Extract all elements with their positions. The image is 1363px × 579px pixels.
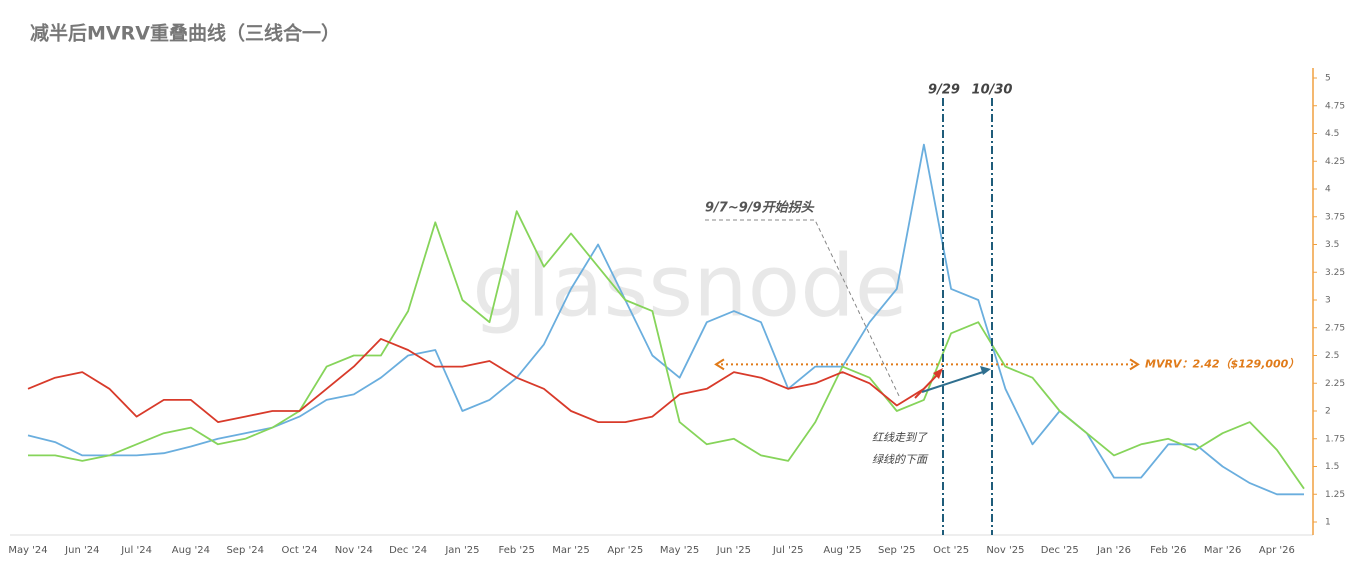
x-tick-label: Aug '25 <box>823 545 861 556</box>
x-tick-label: Sep '25 <box>878 545 916 556</box>
y-tick-label: 4.75 <box>1325 101 1345 111</box>
x-tick-label: Apr '25 <box>607 545 643 556</box>
y-tick-label: 2.75 <box>1325 323 1345 333</box>
x-tick-label: Jul '25 <box>772 545 804 556</box>
x-tick-label: Jul '24 <box>120 545 152 556</box>
x-tick-label: Feb '25 <box>499 545 535 556</box>
chart-title: 减半后MVRV重叠曲线（三线合一） <box>30 22 340 45</box>
arrow <box>914 371 941 399</box>
y-tick-label: 2.5 <box>1325 351 1339 361</box>
annotations: 9/29 10/30 9/7~9/9开始拐头 红线走到了 绿线的下面 <box>705 83 1013 535</box>
y-tick-label: 3.5 <box>1325 240 1339 250</box>
note: 绿线的下面 <box>872 453 929 466</box>
x-tick-label: Nov '25 <box>986 545 1024 556</box>
x-tick-label: Mar '25 <box>552 545 590 556</box>
watermark: glassnode <box>472 236 907 336</box>
y-tick-label: 4 <box>1325 185 1331 195</box>
arrowhead <box>933 368 943 379</box>
y-tick-label: 3.25 <box>1325 268 1345 278</box>
x-tick-label: Dec '25 <box>1041 545 1079 556</box>
series-line <box>28 210 1305 490</box>
arrow <box>921 370 987 393</box>
leader <box>705 219 901 399</box>
y-tick-label: 2.25 <box>1325 379 1345 389</box>
x-tick-label: Jan '25 <box>444 545 479 556</box>
x-tick-label: Oct '25 <box>933 545 969 556</box>
note: 9/7~9/9开始拐头 <box>705 200 815 216</box>
x-tick-label: May '25 <box>660 545 699 556</box>
x-tick-label: Feb '26 <box>1150 545 1186 556</box>
x-tick-label: Sep '24 <box>226 545 264 556</box>
y-tick-label: 4.5 <box>1325 129 1339 139</box>
x-tick-label: Jun '24 <box>64 545 99 556</box>
y-tick-label: 2 <box>1325 407 1331 417</box>
y-tick-label: 1.5 <box>1325 462 1339 472</box>
x-tick-label: Nov '24 <box>335 545 373 556</box>
x-tick-label: Apr '26 <box>1259 545 1295 556</box>
x-tick-label: Jan '26 <box>1096 545 1131 556</box>
ref-arrow <box>714 358 725 371</box>
y-tick-label: 3.75 <box>1325 212 1345 222</box>
note: 红线走到了 <box>872 431 928 444</box>
x-tick-label: Mar '26 <box>1204 545 1242 556</box>
x-tick-label: Oct '24 <box>282 545 318 556</box>
date-label: 9/29 <box>928 83 960 98</box>
y-tick-label: 1.75 <box>1325 434 1345 444</box>
x-tick-label: Dec '24 <box>389 545 427 556</box>
x-tick-label: Aug '24 <box>172 545 210 556</box>
series-line <box>27 338 925 423</box>
y-tick-label: 1 <box>1325 518 1331 528</box>
y-tick-label: 1.25 <box>1325 490 1345 500</box>
x-tick-label: Jun '25 <box>716 545 751 556</box>
date-label: 10/30 <box>972 83 1013 98</box>
y-tick-label: 3 <box>1325 296 1331 306</box>
y-tick-label: 5 <box>1325 74 1331 84</box>
reference-label: MVRV：2.42（$129,000） <box>1145 357 1299 370</box>
y-tick-label: 4.25 <box>1325 157 1345 167</box>
arrowhead <box>980 366 991 375</box>
x-tick-label: May '24 <box>8 545 47 556</box>
ref-arrow <box>1129 358 1140 371</box>
